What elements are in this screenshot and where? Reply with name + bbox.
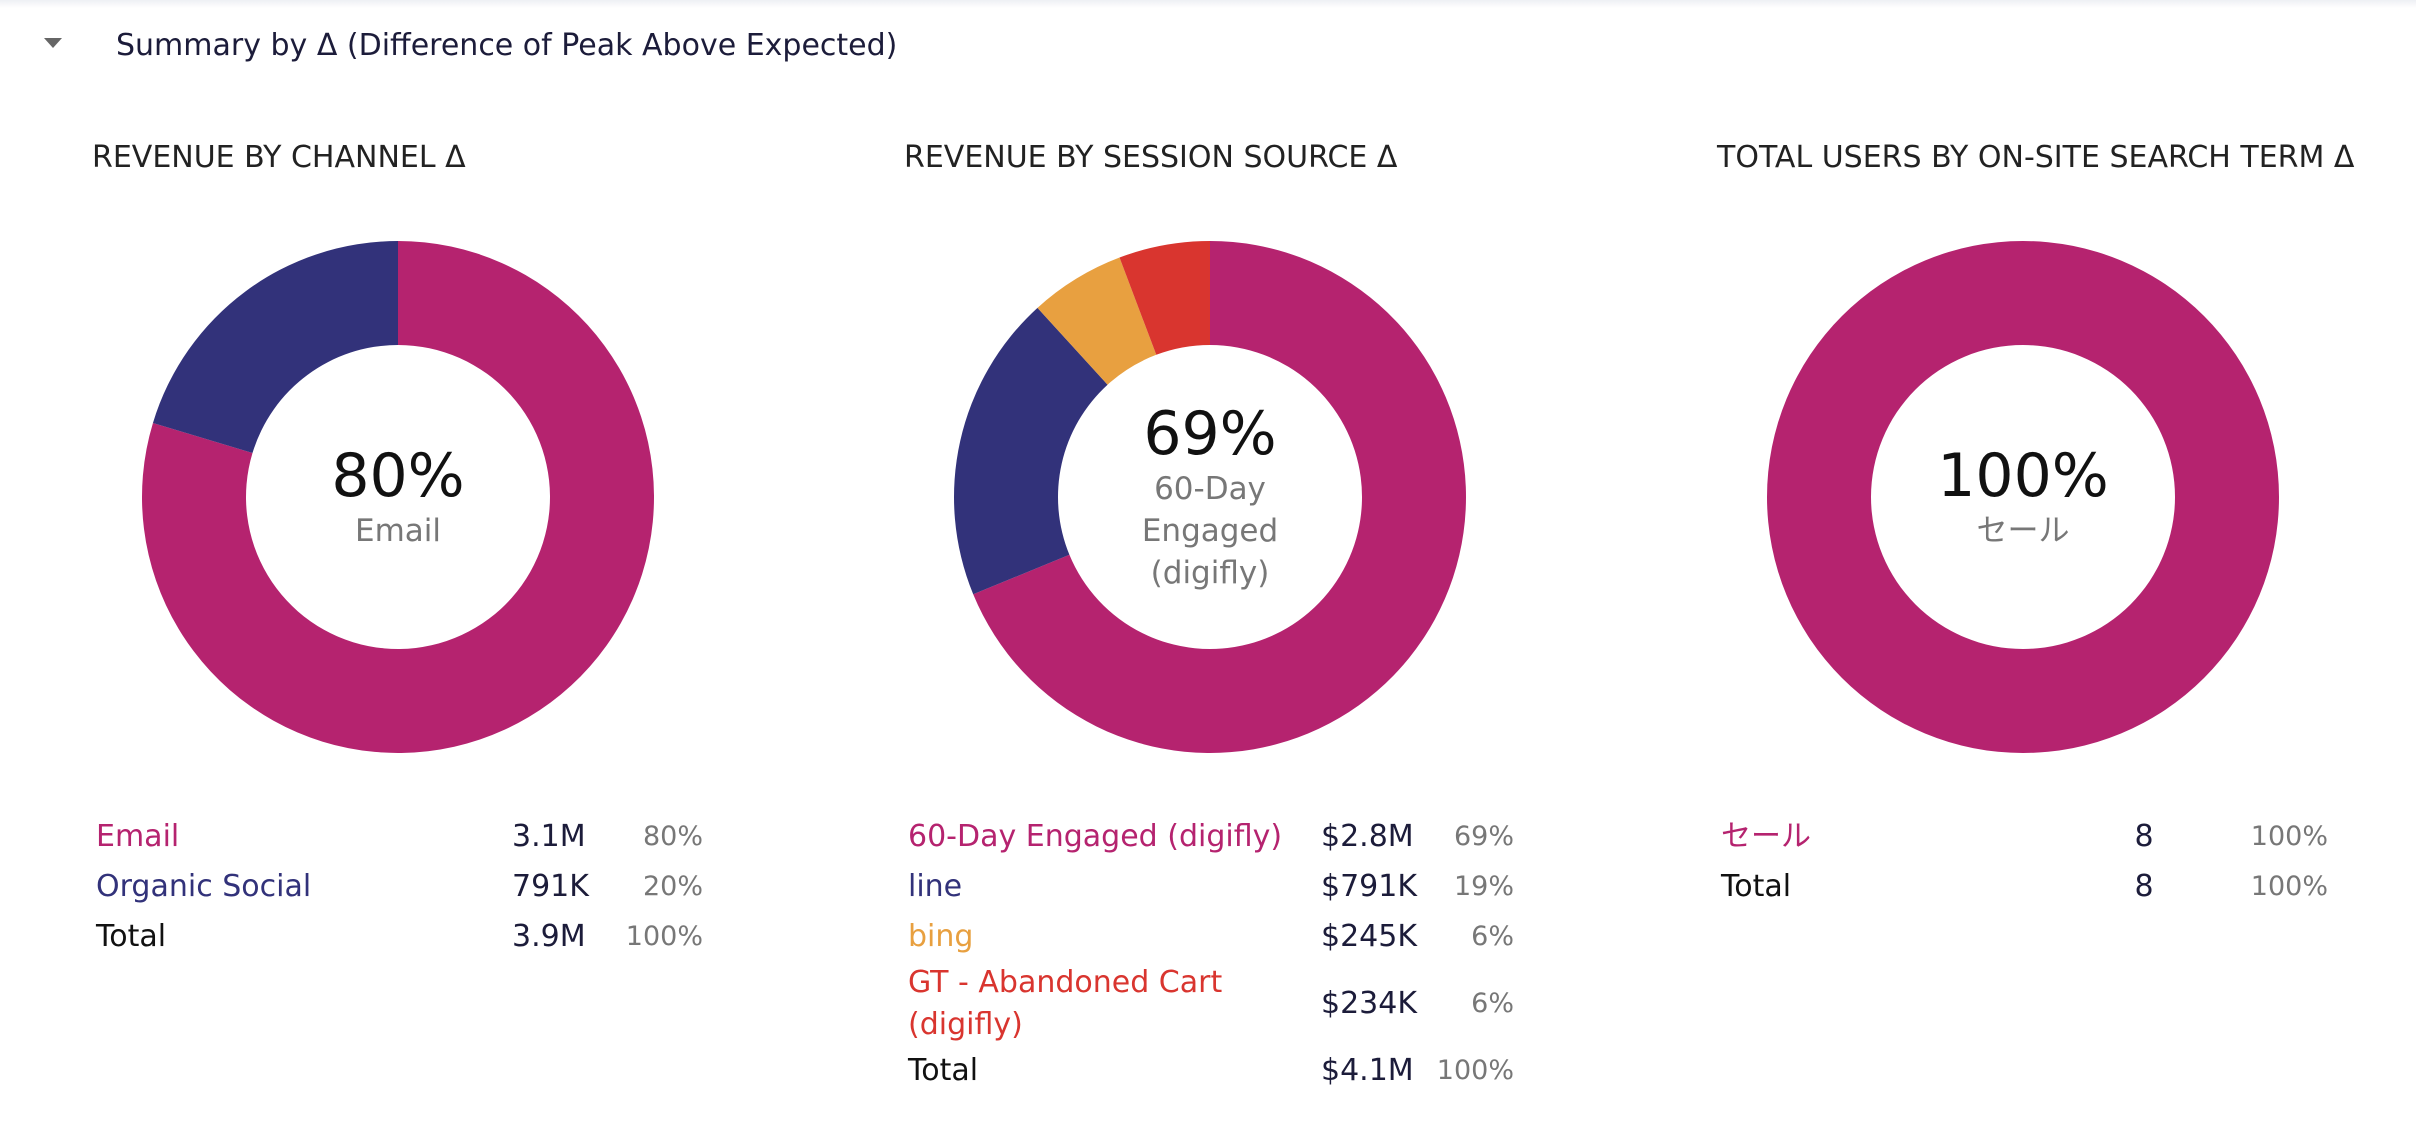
center-label: 60-Day Engaged (digifly): [1141, 471, 1279, 591]
chart-title: REVENUE BY SESSION SOURCE Δ: [904, 140, 1398, 175]
donut-slice: [1767, 241, 2279, 753]
total-row: Total 8 100%: [1721, 862, 2328, 912]
chart: REVENUE BY CHANNEL Δ 80% Email Email 3.1M 80%…: [92, 136, 792, 962]
center-percent: 69%: [1143, 399, 1277, 469]
donut-center: 80% Email: [248, 347, 548, 647]
donut-chart: [954, 241, 1466, 753]
legend-row: GT - Abandoned Cart (digifly) $234K 6%: [908, 962, 1514, 1046]
legend-row: Organic Social 791K 20%: [96, 862, 703, 912]
donut-slice: [142, 241, 654, 753]
legend-name: GT - Abandoned Cart (digifly): [908, 965, 1223, 1042]
total-label: Total: [96, 919, 167, 954]
donut-slice: [973, 241, 1466, 753]
donut-center: 100% セール: [1873, 347, 2173, 647]
legend-value: $234K: [1321, 986, 1418, 1021]
legend-percent: 6%: [1471, 988, 1514, 1019]
legend-name: bing: [908, 919, 974, 954]
donut-wrap: 100% セール: [1717, 232, 2329, 762]
legend-percent: 20%: [642, 871, 703, 902]
legend-value: 3.1M: [512, 819, 586, 854]
donut-slice: [1037, 257, 1157, 385]
legend-value: 8: [2134, 819, 2154, 854]
total-value: 8: [2134, 869, 2154, 904]
total-percent: 100%: [1436, 1055, 1514, 1086]
total-percent: 100%: [2250, 871, 2328, 902]
legend-table: セール 8 100% Total 8 100%: [1721, 812, 2328, 912]
donut-slice: [1119, 241, 1210, 355]
total-label: Total: [908, 1053, 979, 1088]
donut-slice: [954, 307, 1108, 595]
donut-center: 69% 60-Day Engaged (digifly): [1060, 347, 1360, 647]
donut-wrap: 80% Email: [92, 232, 704, 762]
legend-name: 60-Day Engaged (digifly): [908, 819, 1283, 854]
legend-percent: 100%: [2250, 821, 2328, 852]
legend-percent: 6%: [1471, 921, 1514, 952]
chart-title: TOTAL USERS BY ON-SITE SEARCH TERM Δ: [1717, 140, 2355, 175]
total-row: Total 3.9M 100%: [96, 912, 703, 962]
total-value: $4.1M: [1321, 1053, 1414, 1088]
center-label: Email: [354, 513, 441, 549]
legend-row: Email 3.1M 80%: [96, 812, 703, 862]
chart-title: REVENUE BY CHANNEL Δ: [92, 140, 466, 175]
legend-row: line $791K 19%: [908, 862, 1514, 912]
legend-row: セール 8 100%: [1721, 812, 2328, 862]
legend-name: line: [908, 869, 963, 904]
legend-table: 60-Day Engaged (digifly) $2.8M 69% line $791…: [908, 812, 1514, 1096]
total-percent: 100%: [625, 921, 703, 952]
total-row: Total $4.1M 100%: [908, 1046, 1514, 1096]
legend-value: $2.8M: [1321, 819, 1414, 854]
total-value: 3.9M: [512, 919, 586, 954]
donut-wrap: 69% 60-Day Engaged (digifly): [904, 232, 1516, 762]
donut-slice: [152, 241, 398, 454]
legend-row: bing $245K 6%: [908, 912, 1514, 962]
legend-name: Email: [96, 819, 180, 854]
top-bar: [0, 0, 2416, 8]
legend-percent: 80%: [642, 821, 703, 852]
chart: REVENUE BY SESSION SOURCE Δ 69% 60-Day Eng…: [904, 136, 1604, 1096]
legend-value: $245K: [1321, 919, 1418, 954]
legend-name: Organic Social: [96, 869, 312, 904]
section-title: Summary by Δ (Difference of Peak Above E…: [116, 28, 898, 63]
collapse-caret[interactable]: [44, 38, 62, 48]
donut-chart: [1767, 241, 2279, 753]
center-percent: 80%: [331, 441, 465, 511]
legend-value: $791K: [1321, 869, 1418, 904]
legend-row: 60-Day Engaged (digifly) $2.8M 69%: [908, 812, 1514, 862]
center-label: セール: [1976, 513, 2070, 549]
legend-percent: 19%: [1453, 871, 1514, 902]
donut-chart: [142, 241, 654, 753]
chart: TOTAL USERS BY ON-SITE SEARCH TERM Δ 100%…: [1717, 136, 2416, 912]
center-percent: 100%: [1937, 441, 2109, 511]
legend-value: 791K: [512, 869, 589, 904]
legend-table: Email 3.1M 80% Organic Social 791K 20% Total 3.…: [96, 812, 703, 962]
total-label: Total: [1721, 869, 1792, 904]
legend-percent: 69%: [1453, 821, 1514, 852]
legend-name: セール: [1721, 819, 1811, 854]
